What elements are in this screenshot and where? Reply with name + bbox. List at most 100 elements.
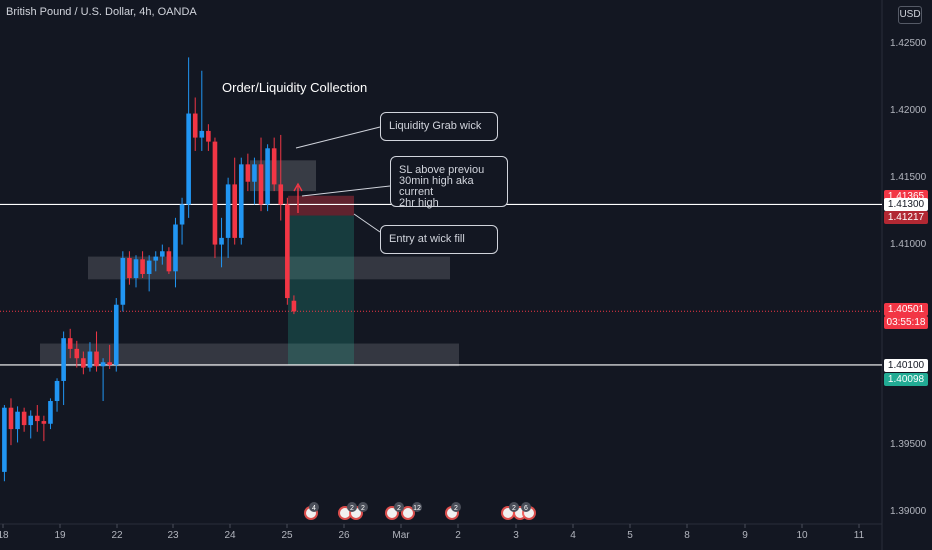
price-tag: 1.41300: [884, 198, 928, 212]
event-count-badge: 2: [509, 502, 519, 512]
currency-button[interactable]: USD: [898, 6, 922, 24]
candle: [67, 328, 73, 359]
x-tick-label: 26: [338, 530, 350, 541]
x-tick-label: 3: [513, 530, 519, 541]
candle: [41, 415, 47, 442]
candle-body: [245, 164, 251, 182]
event-count-text: 2: [512, 505, 516, 512]
candle: [192, 97, 198, 151]
candle: [153, 251, 159, 272]
event-count-badge: 2: [358, 502, 368, 512]
candle-body: [94, 351, 99, 367]
candle: [252, 157, 257, 205]
candle: [28, 410, 34, 439]
entry-arrow-head: [293, 182, 303, 192]
event-flag-icon: [401, 506, 415, 520]
candle: [87, 342, 93, 372]
y-tick-label: 1.39500: [890, 439, 927, 451]
candle: [291, 295, 297, 315]
annotation-stop-loss[interactable]: SL above previou 30min high aka current …: [390, 156, 508, 209]
candle: [271, 137, 277, 192]
demand-zone-lower: [40, 343, 459, 367]
event-badge-circle: [347, 502, 357, 512]
event-count-badge: 2: [347, 502, 357, 512]
candle: [127, 251, 132, 285]
event-count-text: 4: [312, 505, 316, 512]
candle: [245, 153, 251, 192]
candle: [265, 144, 270, 212]
candle: [179, 197, 185, 245]
candle-body: [15, 411, 20, 430]
candle-body: [120, 257, 126, 305]
candle: [285, 197, 290, 305]
candle-body: [41, 421, 47, 424]
candle: [21, 407, 27, 432]
x-tick-label: 11: [853, 530, 865, 541]
candle-body: [21, 411, 27, 426]
event-flag-inner: [403, 508, 413, 518]
candle: [212, 137, 218, 258]
candle: [173, 217, 178, 288]
candle: [81, 351, 86, 375]
event-badge-circle: [521, 502, 531, 512]
event-count-text: 2: [397, 505, 401, 512]
candle: [74, 340, 80, 368]
x-tick-label: 24: [224, 530, 236, 541]
candle-body: [113, 304, 119, 365]
candle: [258, 137, 264, 212]
candle-body: [54, 380, 60, 402]
candle-body: [212, 141, 218, 245]
candle: [219, 217, 224, 268]
y-tick-label: 1.42500: [890, 38, 927, 49]
candle-body: [35, 415, 40, 422]
candle-body: [238, 164, 244, 238]
candle-body: [133, 259, 139, 278]
candle-body: [285, 204, 290, 299]
event-count-text: 6: [524, 505, 528, 512]
event-badge-circle: [451, 502, 461, 512]
demand-zone-upper: [88, 256, 450, 280]
annotation-entry[interactable]: Entry at wick fill: [380, 225, 498, 254]
candle-body: [100, 362, 106, 367]
event-badge-circle: [394, 502, 404, 512]
x-tick-label: 23: [167, 530, 179, 541]
connector-stop-loss: [301, 185, 391, 197]
candle-body: [179, 204, 185, 225]
x-tick-label: 22: [111, 530, 123, 541]
candle-body: [278, 184, 284, 205]
event-badge-circle: [509, 502, 519, 512]
candle: [113, 298, 119, 372]
candle-body: [219, 237, 224, 245]
x-tick-label: 8: [684, 530, 690, 541]
candle: [94, 331, 99, 372]
annotation-liquidity-grab[interactable]: Liquidity Grab wick: [380, 112, 498, 141]
annotation-headline[interactable]: Order/Liquidity Collection: [222, 80, 368, 95]
candle-body: [258, 164, 264, 205]
y-tick-label: 1.39000: [890, 506, 927, 517]
candle-body: [199, 130, 205, 138]
candle: [48, 398, 53, 430]
candle-body: [87, 351, 93, 368]
candle: [61, 331, 66, 406]
candle-body: [153, 256, 159, 261]
x-tick-label: 19: [54, 530, 66, 541]
candle: [146, 255, 152, 292]
candle-body: [186, 113, 191, 205]
candle-body: [146, 260, 152, 274]
event-count-text: 2: [350, 505, 354, 512]
candle: [140, 251, 145, 278]
symbol-title: British Pound / U.S. Dollar, 4h, OANDA: [6, 6, 197, 18]
candle: [100, 358, 106, 402]
candle: [160, 244, 165, 265]
candle: [199, 70, 205, 151]
x-tick-label: 9: [742, 530, 748, 541]
connector-liquidity: [295, 126, 381, 149]
candle-body: [206, 130, 211, 142]
candle-body: [74, 348, 80, 359]
candle: [232, 157, 237, 245]
event-badge-circle: [412, 502, 422, 512]
x-tick-label: 2: [455, 530, 461, 541]
event-flag-inner: [387, 508, 397, 518]
event-flag-inner: [340, 508, 350, 518]
